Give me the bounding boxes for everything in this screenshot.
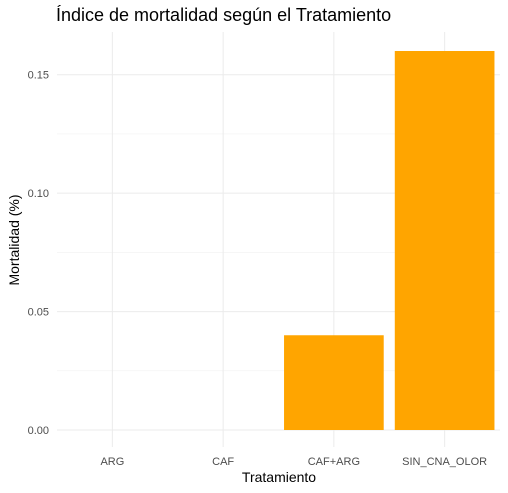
x-tick-label: CAF xyxy=(212,456,234,468)
x-tick-label: CAF+ARG xyxy=(308,456,360,468)
y-tick-label: 0.00 xyxy=(28,425,49,437)
chart-title: Índice de mortalidad según el Tratamient… xyxy=(56,5,391,25)
x-tick-label: SIN_CNA_OLOR xyxy=(402,456,487,468)
x-axis-title: Tratamiento xyxy=(242,469,316,485)
y-tick-label: 0.10 xyxy=(28,188,49,200)
x-axis-tick-labels: ARG CAF CAF+ARG SIN_CNA_OLOR xyxy=(100,456,487,468)
y-axis-tick-labels: 0.00 0.05 0.10 0.15 xyxy=(28,70,49,437)
bar-sin-cna-olor xyxy=(394,51,495,430)
y-tick-label: 0.05 xyxy=(28,307,49,319)
bars xyxy=(284,51,495,430)
bar-caf-arg xyxy=(284,335,384,430)
y-tick-label: 0.15 xyxy=(28,70,49,82)
y-axis-title: Mortalidad (%) xyxy=(6,194,22,285)
x-tick-label: ARG xyxy=(100,456,124,468)
